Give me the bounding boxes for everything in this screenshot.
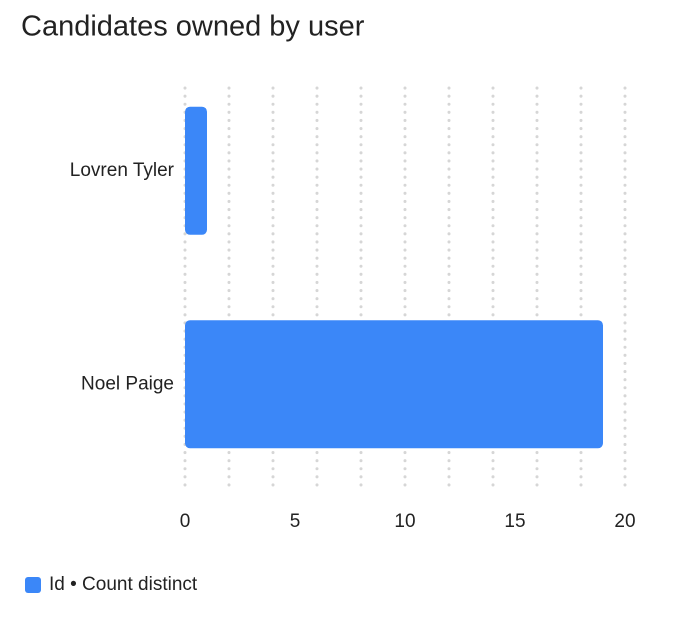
x-tick-label: 20 xyxy=(614,511,635,532)
legend-label: Id • Count distinct xyxy=(49,574,198,595)
x-tick-label: 15 xyxy=(504,511,525,532)
legend-swatch xyxy=(25,577,41,593)
x-tick-label: 0 xyxy=(180,511,191,532)
x-tick-label: 10 xyxy=(394,511,415,532)
bar xyxy=(185,106,207,235)
x-tick-label: 5 xyxy=(290,511,301,532)
chart-title: Candidates owned by user xyxy=(21,11,365,43)
y-tick-label: Noel Paige xyxy=(81,373,174,394)
bar xyxy=(185,320,603,449)
y-tick-label: Lovren Tyler xyxy=(70,160,175,181)
